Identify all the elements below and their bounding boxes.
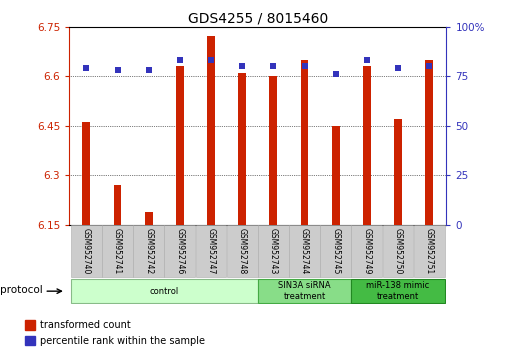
Text: GSM952751: GSM952751 <box>425 228 433 274</box>
Bar <box>351 279 445 303</box>
Bar <box>25 320 35 330</box>
Bar <box>195 225 226 278</box>
Bar <box>258 279 351 303</box>
Bar <box>114 185 122 225</box>
Bar <box>269 76 277 225</box>
Bar <box>394 119 402 225</box>
Bar <box>102 225 133 278</box>
Bar <box>289 225 320 278</box>
Text: GSM952745: GSM952745 <box>331 228 340 275</box>
Point <box>301 63 309 69</box>
Text: GSM952748: GSM952748 <box>238 228 247 274</box>
Point <box>269 63 278 69</box>
Bar <box>414 225 445 278</box>
Bar <box>71 225 102 278</box>
Text: GSM952746: GSM952746 <box>175 228 184 275</box>
Bar <box>71 279 258 303</box>
Point <box>113 67 122 73</box>
Bar <box>133 225 164 278</box>
Text: GSM952740: GSM952740 <box>82 228 91 275</box>
Text: GSM952742: GSM952742 <box>144 228 153 274</box>
Point <box>363 57 371 63</box>
Text: GSM952741: GSM952741 <box>113 228 122 274</box>
Bar <box>227 225 258 278</box>
Bar <box>332 126 340 225</box>
Point <box>425 63 433 69</box>
Point <box>145 67 153 73</box>
Bar <box>363 66 371 225</box>
Text: GSM952750: GSM952750 <box>393 228 403 275</box>
Bar <box>258 225 289 278</box>
Bar <box>83 122 90 225</box>
Point <box>176 57 184 63</box>
Text: GSM952744: GSM952744 <box>300 228 309 275</box>
Bar <box>176 66 184 225</box>
Bar <box>425 59 433 225</box>
Bar <box>25 336 35 345</box>
Bar <box>239 73 246 225</box>
Text: GSM952749: GSM952749 <box>362 228 371 275</box>
Bar <box>145 212 152 225</box>
Text: GSM952747: GSM952747 <box>207 228 215 275</box>
Text: miR-138 mimic
treatment: miR-138 mimic treatment <box>366 281 429 301</box>
Point <box>394 65 402 71</box>
Bar <box>301 59 308 225</box>
Text: GSM952743: GSM952743 <box>269 228 278 275</box>
Title: GDS4255 / 8015460: GDS4255 / 8015460 <box>188 11 328 25</box>
Bar <box>165 225 195 278</box>
Text: SIN3A siRNA
treatment: SIN3A siRNA treatment <box>278 281 331 301</box>
Bar <box>320 225 351 278</box>
Text: protocol: protocol <box>0 285 43 295</box>
Text: percentile rank within the sample: percentile rank within the sample <box>40 336 205 346</box>
Point <box>331 71 340 77</box>
Bar <box>383 225 413 278</box>
Bar <box>207 36 215 225</box>
Point <box>82 65 90 71</box>
Bar <box>351 225 382 278</box>
Text: control: control <box>150 287 179 296</box>
Text: transformed count: transformed count <box>40 320 131 330</box>
Point <box>207 57 215 63</box>
Point <box>238 63 246 69</box>
